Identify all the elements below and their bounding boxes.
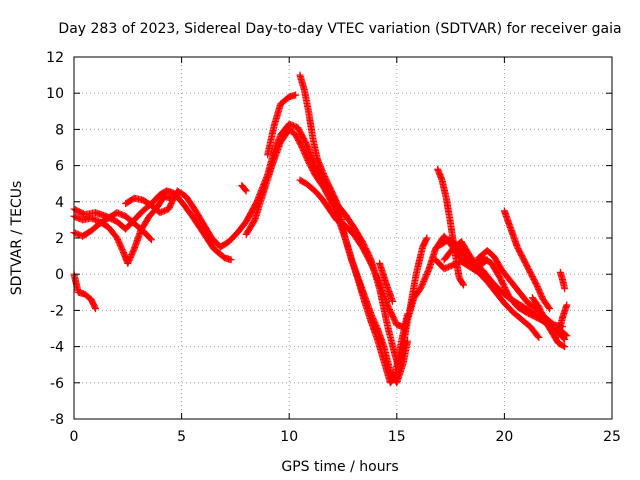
series-arc-s (556, 268, 569, 293)
x-tick-label: 0 (70, 429, 79, 445)
y-axis-label: SDTVAR / TECUs (9, 181, 25, 296)
series-arc-k (376, 259, 396, 305)
series-arc-q (500, 207, 554, 313)
data-point-marker (423, 234, 431, 242)
series-arc-l (406, 234, 431, 314)
series-arc-h (296, 71, 412, 387)
data-point-marker (482, 257, 490, 265)
y-tick-label: 0 (55, 267, 64, 283)
series-arc-t (554, 301, 571, 340)
data-point-marker (422, 235, 430, 243)
data-point-marker (146, 235, 154, 243)
data-point-marker (545, 303, 553, 311)
data-point-marker (92, 305, 100, 313)
y-tick-label: 2 (55, 231, 64, 247)
series-arc-i (296, 176, 407, 331)
y-tick-label: 12 (46, 50, 64, 66)
x-tick-label: 25 (603, 429, 621, 445)
y-tick-label: 4 (55, 195, 64, 211)
y-tick-label: 6 (55, 159, 64, 175)
y-tick-label: -8 (50, 412, 64, 428)
data-point-marker (535, 334, 543, 342)
series-arc-g (264, 91, 300, 159)
data-point-marker (91, 303, 99, 311)
data-point-marker (292, 91, 300, 99)
series-arc-j (238, 182, 250, 195)
data-series (70, 71, 571, 387)
x-tick-label: 20 (495, 429, 513, 445)
data-point-marker (227, 256, 235, 264)
data-point-marker (559, 342, 567, 350)
series-arc-c (70, 209, 155, 244)
x-tick-label: 15 (388, 429, 406, 445)
data-point-marker (563, 301, 571, 309)
series-arc-r (528, 294, 569, 351)
data-point-marker (399, 323, 407, 331)
axes: 0 5 10 15 20 25 -8 -6 -4 -2 0 2 4 6 8 10 12 (46, 50, 621, 445)
data-point-marker (388, 297, 396, 305)
y-tick-label: -6 (50, 376, 64, 392)
data-point-marker (483, 256, 491, 264)
y-tick-label: -4 (50, 340, 64, 356)
series-arc-d (70, 270, 100, 313)
data-point-marker (562, 331, 570, 339)
x-tick-label: 5 (177, 429, 186, 445)
series-arc-o (432, 256, 543, 342)
x-axis-label: GPS time / hours (281, 459, 398, 475)
series-arc-f (242, 125, 412, 387)
chart-title: Day 283 of 2023, Sidereal Day-to-day VTE… (58, 21, 621, 37)
y-tick-label: 10 (46, 86, 64, 102)
series-arc-u (440, 238, 491, 271)
data-point-marker (563, 332, 571, 340)
data-point-marker (241, 186, 249, 194)
data-point-marker (242, 187, 250, 195)
data-point-marker (561, 343, 569, 351)
data-point-marker (404, 337, 412, 345)
data-point-marker (459, 280, 467, 288)
data-point-marker (460, 281, 468, 289)
y-tick-label: -2 (50, 303, 64, 319)
data-point-marker (546, 305, 554, 313)
y-tick-label: 8 (55, 122, 64, 138)
data-point-marker (534, 332, 542, 340)
series-arc-m (434, 165, 468, 289)
data-point-marker (404, 310, 412, 318)
data-point-marker (147, 236, 155, 244)
x-tick-label: 10 (280, 429, 298, 445)
data-point-marker (561, 285, 569, 293)
